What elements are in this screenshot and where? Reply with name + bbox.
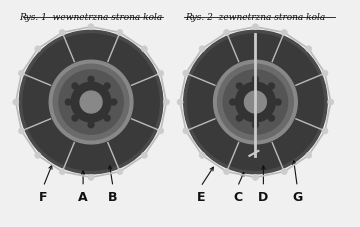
Circle shape [141,153,147,159]
Circle shape [281,169,287,175]
Circle shape [111,100,117,106]
Circle shape [80,92,102,114]
Circle shape [72,84,78,90]
Circle shape [104,116,110,121]
Circle shape [66,100,71,106]
Circle shape [328,100,334,106]
Circle shape [23,35,159,170]
Circle shape [252,175,258,180]
Circle shape [35,47,41,53]
Circle shape [19,31,163,174]
Circle shape [88,77,94,83]
Text: A: A [78,190,88,203]
Circle shape [199,153,205,159]
Circle shape [269,84,274,90]
Circle shape [275,100,281,106]
Text: B: B [108,190,118,203]
Text: Rys. 1  wewnetrzna strona kola: Rys. 1 wewnetrzna strona kola [19,13,163,22]
Circle shape [281,30,287,36]
Circle shape [158,71,164,77]
Circle shape [322,128,328,134]
Circle shape [72,116,78,121]
Circle shape [184,31,327,174]
Circle shape [18,71,24,77]
Text: Rys. 2  zewnetrzna strona kola: Rys. 2 zewnetrzna strona kola [185,13,325,22]
Circle shape [18,128,24,134]
Circle shape [235,83,275,122]
Circle shape [59,169,65,175]
Circle shape [177,100,183,106]
Circle shape [53,65,129,140]
Circle shape [117,30,123,36]
Circle shape [213,61,297,144]
Circle shape [141,47,147,53]
Circle shape [237,84,242,90]
Circle shape [244,92,266,114]
Circle shape [35,153,41,159]
Circle shape [117,169,123,175]
Circle shape [217,65,293,140]
Circle shape [252,122,258,128]
Circle shape [322,71,328,77]
Circle shape [59,30,65,36]
Circle shape [237,116,242,121]
Text: D: D [258,190,269,203]
Circle shape [88,122,94,128]
Circle shape [224,169,230,175]
Circle shape [252,77,258,83]
Circle shape [158,128,164,134]
Circle shape [104,84,110,90]
Text: E: E [197,190,205,203]
Circle shape [306,47,312,53]
Circle shape [183,71,189,77]
Circle shape [183,128,189,134]
Circle shape [252,25,258,31]
Circle shape [49,61,133,144]
Circle shape [306,153,312,159]
Circle shape [269,116,274,121]
Circle shape [59,71,123,135]
Circle shape [13,100,19,106]
Text: F: F [39,190,48,203]
Circle shape [88,25,94,31]
Text: G: G [292,190,302,203]
Text: C: C [233,190,242,203]
Circle shape [71,83,111,122]
Circle shape [187,35,324,170]
Circle shape [199,47,205,53]
Circle shape [230,100,236,106]
Circle shape [223,71,288,135]
Circle shape [163,100,169,106]
Circle shape [224,30,230,36]
Circle shape [88,175,94,180]
